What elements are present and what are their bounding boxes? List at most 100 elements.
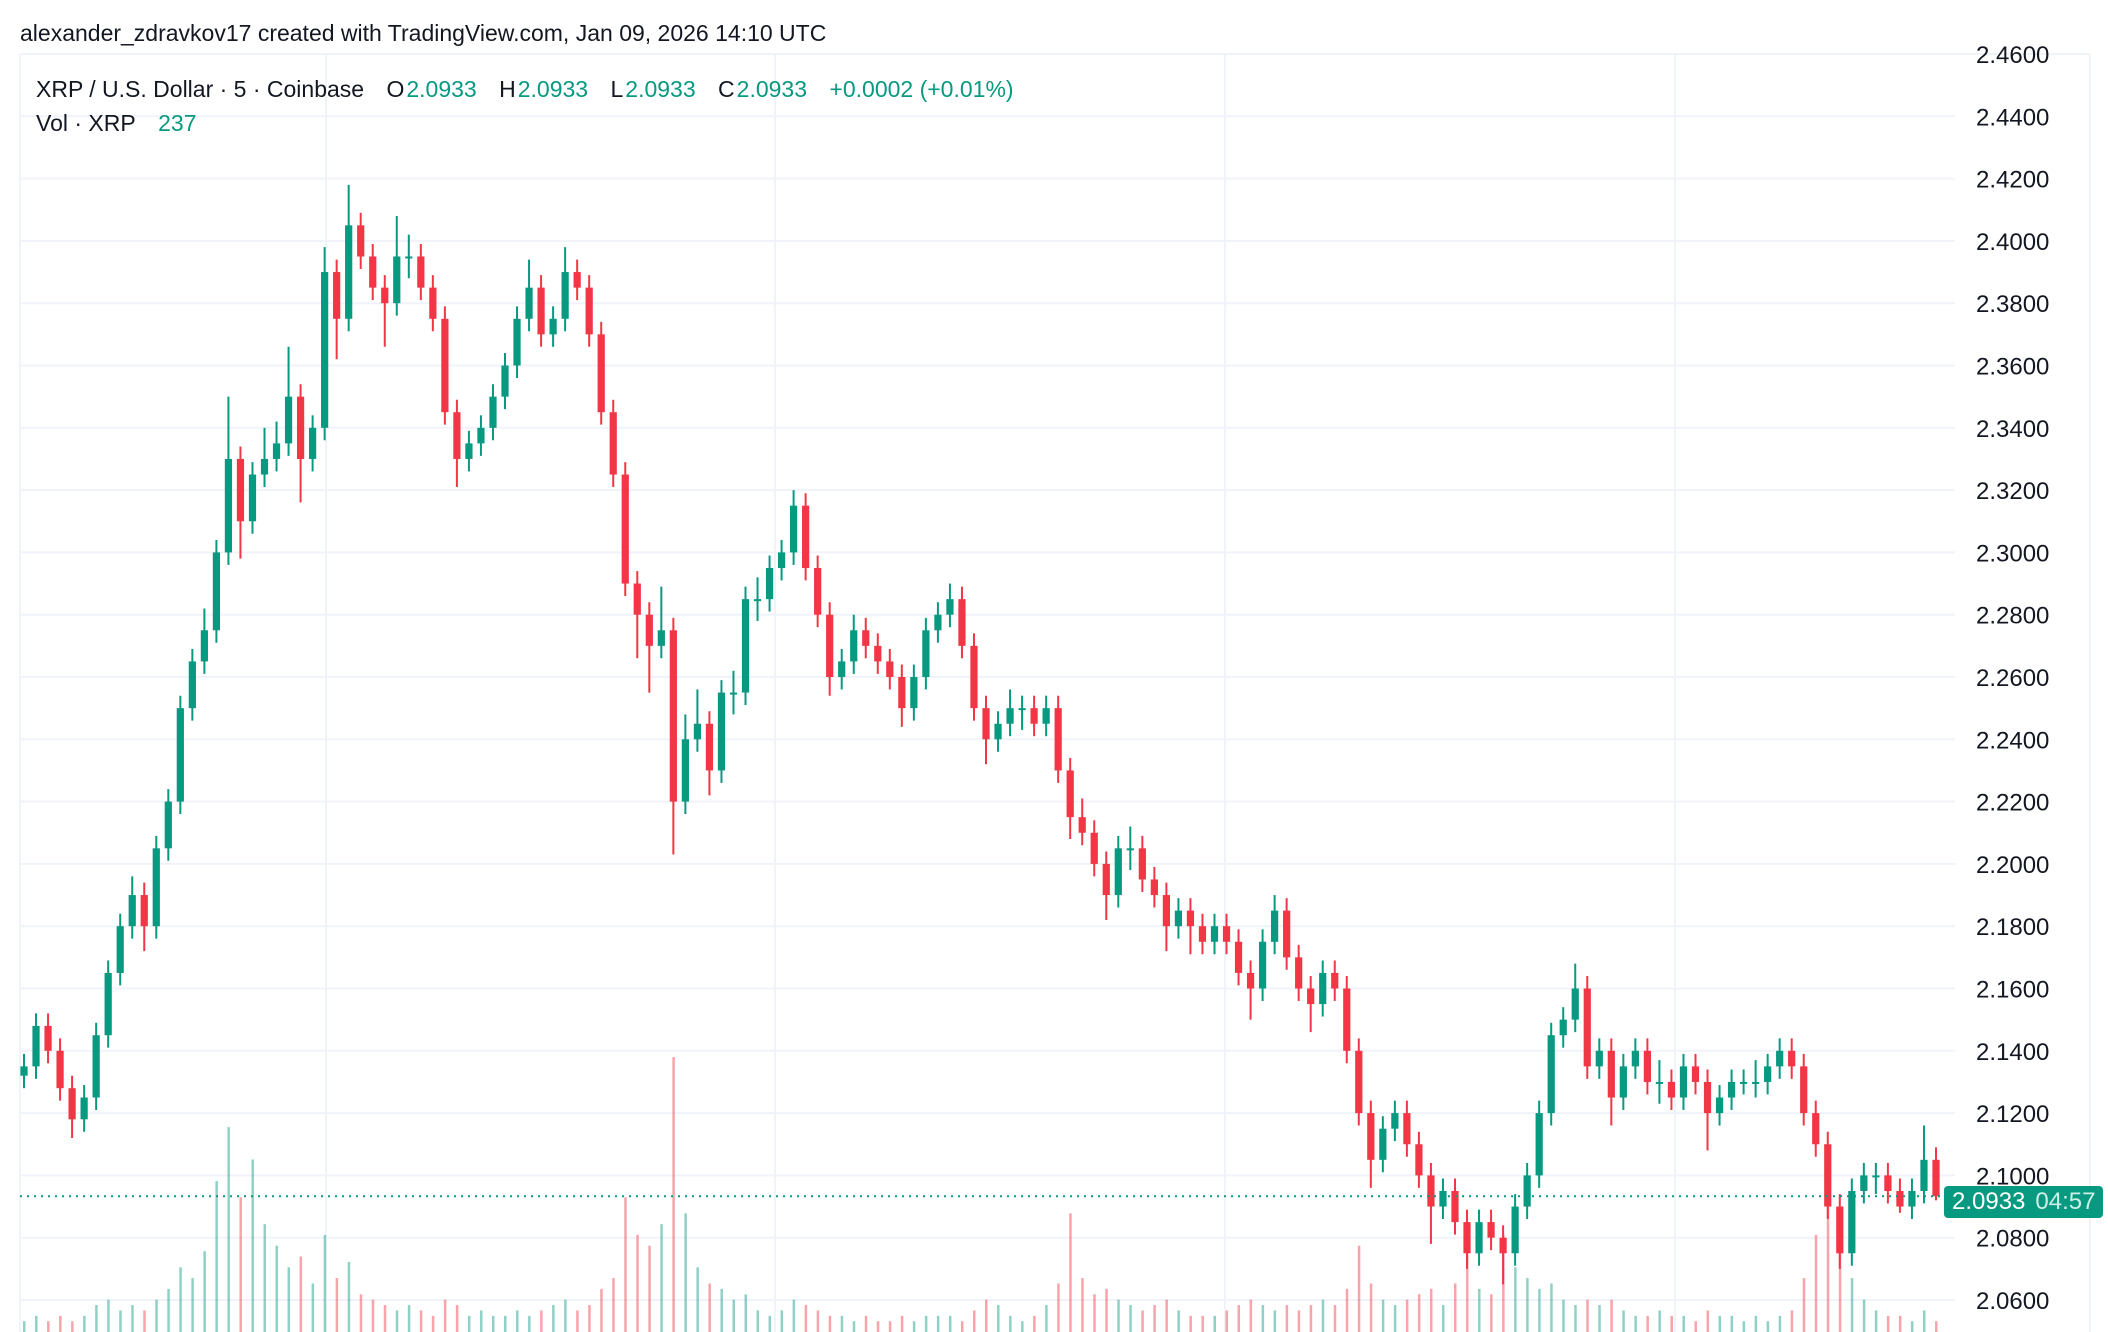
candle bbox=[296, 384, 305, 503]
candle-body bbox=[321, 272, 329, 428]
volume-bar bbox=[215, 1181, 218, 1332]
y-tick-label: 2.3200 bbox=[1976, 478, 2049, 505]
candle bbox=[1487, 1209, 1495, 1251]
candle-body bbox=[537, 287, 545, 335]
volume-bar bbox=[1922, 1310, 1926, 1332]
volume-bar bbox=[1586, 1299, 1589, 1332]
candle-body bbox=[525, 287, 533, 319]
candle bbox=[1607, 1038, 1615, 1126]
candle bbox=[128, 876, 136, 939]
candle-body bbox=[44, 1025, 52, 1051]
candle bbox=[20, 1053, 28, 1089]
y-tick-label: 2.2000 bbox=[1976, 852, 2049, 879]
volume-value: 237 bbox=[158, 110, 197, 136]
volume-bar bbox=[1610, 1299, 1613, 1332]
candle-body bbox=[1295, 957, 1303, 989]
volume-bar bbox=[431, 1315, 435, 1332]
volume-bar bbox=[1742, 1321, 1746, 1332]
candle-body bbox=[790, 505, 798, 553]
candle-body bbox=[1679, 1066, 1688, 1098]
candle-body bbox=[1643, 1050, 1652, 1082]
candle-body bbox=[874, 645, 882, 662]
candle bbox=[1595, 1038, 1603, 1079]
volume-bar bbox=[1935, 1321, 1938, 1332]
candle bbox=[1896, 1178, 1904, 1213]
candle-body bbox=[1475, 1222, 1483, 1254]
y-tick-label: 2.4600 bbox=[1976, 42, 2049, 69]
candle-body bbox=[729, 692, 738, 695]
volume-bar bbox=[1622, 1310, 1625, 1332]
candle-body bbox=[381, 287, 389, 304]
candle bbox=[1006, 689, 1014, 737]
candle-body bbox=[1415, 1144, 1423, 1176]
y-tick-label: 2.2200 bbox=[1976, 790, 2049, 817]
volume-bar bbox=[251, 1159, 254, 1332]
candle-body bbox=[1571, 988, 1579, 1020]
candle bbox=[1391, 1100, 1399, 1142]
candle-body bbox=[1908, 1190, 1916, 1207]
candle bbox=[1343, 976, 1351, 1064]
candle bbox=[1752, 1060, 1760, 1098]
candle bbox=[357, 212, 365, 269]
candle-body bbox=[922, 630, 930, 677]
candle bbox=[1860, 1162, 1868, 1204]
candle-body bbox=[633, 583, 641, 615]
candles bbox=[20, 184, 1940, 1285]
volume-bar bbox=[1105, 1288, 1108, 1332]
volume-bar bbox=[71, 1321, 74, 1332]
candle bbox=[1463, 1209, 1471, 1269]
volume-bar bbox=[876, 1321, 880, 1332]
candle-body bbox=[838, 661, 846, 677]
volume-title[interactable]: Vol · XRP bbox=[36, 110, 136, 136]
volume-bar bbox=[696, 1267, 699, 1332]
candle-body bbox=[116, 926, 124, 973]
candle bbox=[982, 695, 990, 765]
candle-body bbox=[1703, 1081, 1712, 1114]
symbol-title[interactable]: XRP / U.S. Dollar · 5 · Coinbase bbox=[36, 76, 365, 102]
candle bbox=[429, 275, 437, 332]
candle bbox=[1908, 1178, 1916, 1220]
volume-bar bbox=[203, 1251, 206, 1332]
volume-bar bbox=[299, 1256, 303, 1332]
candle-body bbox=[1511, 1206, 1519, 1254]
volume-bar bbox=[1850, 1278, 1854, 1332]
last-price-label: 2.0933 04:57 bbox=[1944, 1186, 2104, 1219]
candle-body bbox=[1884, 1175, 1892, 1191]
volume-bar bbox=[1682, 1315, 1685, 1332]
volume-bar bbox=[1273, 1310, 1277, 1332]
volume-bar bbox=[852, 1321, 856, 1332]
price-axis[interactable]: 2.4600 2.4400 2.4200 2.4000 2.3800 2.3600 2.34… bbox=[1976, 42, 2049, 1315]
volume-bar bbox=[612, 1278, 615, 1332]
volume-bar bbox=[660, 1224, 663, 1332]
volume-bar bbox=[287, 1267, 291, 1332]
candle-body bbox=[741, 599, 750, 693]
candle bbox=[1619, 1053, 1627, 1110]
candle bbox=[1727, 1069, 1736, 1110]
candle-body bbox=[1307, 988, 1315, 1005]
volume-bar bbox=[35, 1315, 38, 1332]
candle-body bbox=[1078, 817, 1086, 833]
candle-body bbox=[1848, 1190, 1856, 1254]
candle bbox=[80, 1085, 88, 1132]
volume-bar bbox=[504, 1315, 507, 1332]
volume-bar bbox=[1730, 1315, 1734, 1332]
candle-body bbox=[1535, 1113, 1543, 1176]
volume-bar bbox=[997, 1305, 1000, 1332]
volume-bar bbox=[95, 1305, 98, 1332]
candle bbox=[321, 247, 329, 441]
volume-bar bbox=[744, 1294, 748, 1332]
candle-body bbox=[1210, 926, 1219, 942]
candle bbox=[597, 321, 605, 425]
volume-bar bbox=[1045, 1305, 1048, 1332]
volume-bar bbox=[972, 1310, 976, 1332]
candle-body bbox=[152, 848, 160, 927]
candle-body bbox=[585, 287, 593, 335]
volume-bar bbox=[624, 1197, 627, 1332]
y-tick-label: 2.3800 bbox=[1976, 291, 2049, 318]
volume-bar bbox=[1441, 1305, 1445, 1332]
candle-body bbox=[862, 630, 870, 646]
candle-body bbox=[333, 272, 341, 319]
candle bbox=[537, 275, 545, 347]
volume-bar bbox=[684, 1213, 687, 1332]
